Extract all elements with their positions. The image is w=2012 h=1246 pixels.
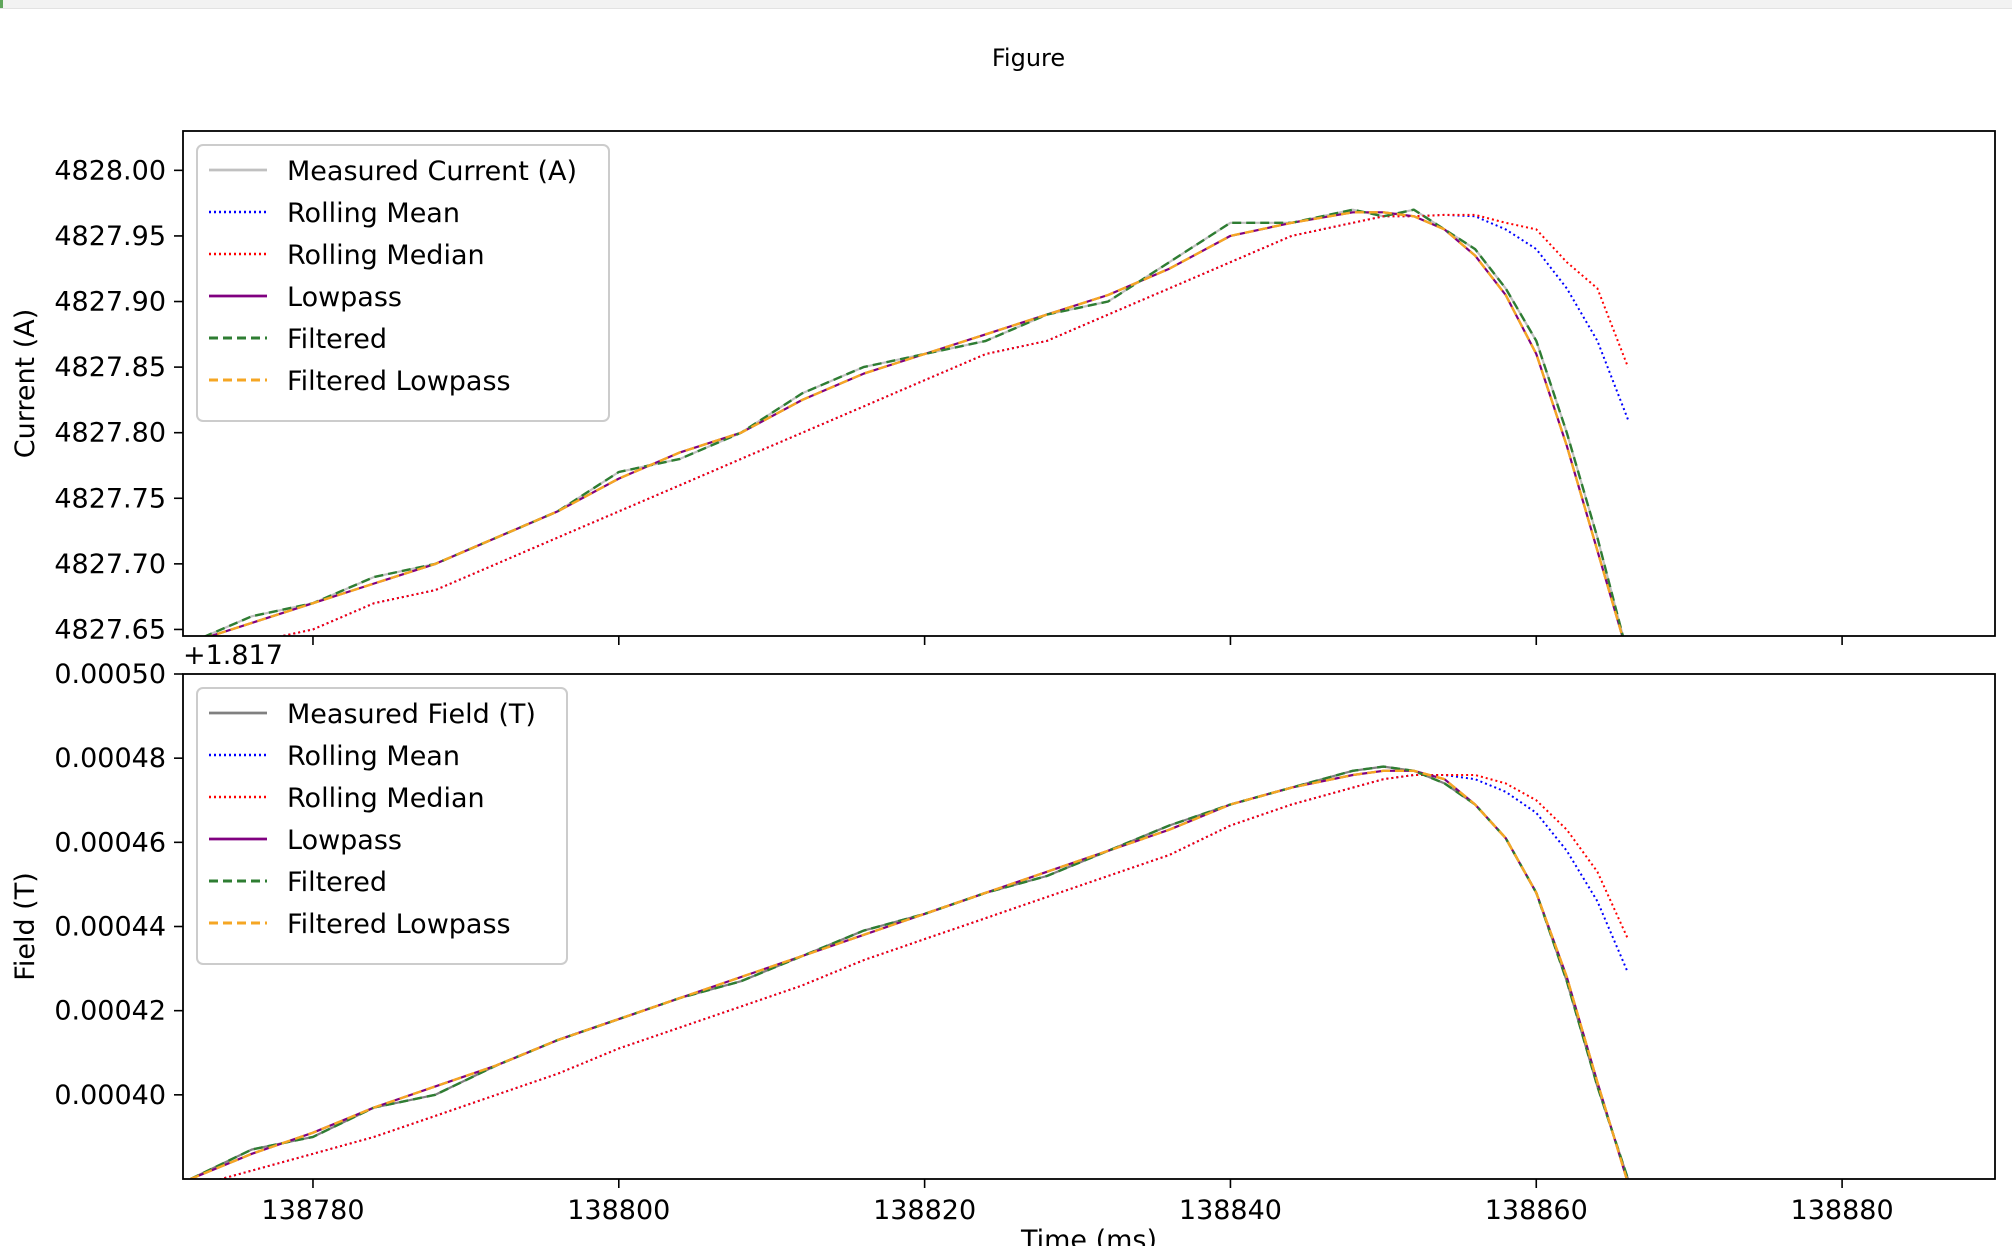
legend-box: [196, 687, 568, 965]
x-tick-label: 138780: [261, 1195, 364, 1226]
legend-label: Lowpass: [287, 282, 402, 313]
x-axis-label: Time (ms): [1020, 1225, 1157, 1246]
x-tick-label: 138840: [1179, 1195, 1282, 1226]
legend-label: Filtered Lowpass: [287, 366, 511, 397]
y-tick-label: 0.00040: [54, 1080, 166, 1111]
chart-panel-1: 4827.65 4827.70 4827.75 4827.80 4827.85 4827.…: [10, 130, 1996, 645]
series-line-filtered-lowpass: [190, 769, 1628, 1179]
legend-label: Lowpass: [287, 825, 402, 856]
legend-label: Rolling Mean: [287, 198, 460, 229]
x-tick-label: 138820: [873, 1195, 976, 1226]
legend-label: Rolling Mean: [287, 741, 460, 772]
chart-panel-2: 138780 138800 138820 138840 138860 138880 0.00…: [10, 640, 1996, 1246]
legend-label: Filtered: [287, 867, 387, 898]
window-toolbar-strip: [0, 0, 2012, 9]
y-tick-label: 0.00048: [54, 743, 166, 774]
axes-frame: [182, 673, 1996, 1180]
y-tick-label: 4827.80: [54, 418, 166, 449]
series-group: [202, 208, 1629, 636]
legend-label: Rolling Median: [287, 783, 485, 814]
legend-label: Filtered Lowpass: [287, 909, 511, 940]
series-line-filtered-lowpass: [207, 211, 1624, 636]
y-tick-label: 4827.85: [54, 352, 166, 383]
y-tick-label: 4828.00: [54, 155, 166, 186]
y-axis-label: Field (T): [10, 872, 41, 980]
y-offset-label: +1.817: [183, 640, 283, 671]
y-tick-label: 4827.70: [54, 549, 166, 580]
y-tick-label: 0.00050: [54, 659, 166, 690]
y-tick-label: 4827.95: [54, 221, 166, 252]
y-tick-label: 0.00044: [54, 912, 166, 943]
legend: Measured Current (A) Rolling Mean Rolling …: [196, 144, 610, 422]
series-line-rolling-mean: [217, 774, 1629, 1179]
toolbar-accent: [0, 0, 3, 8]
series-group: [190, 765, 1630, 1179]
legend-label: Measured Field (T): [287, 699, 536, 730]
x-tick-label: 138880: [1791, 1195, 1894, 1226]
series-line-rolling-median: [277, 213, 1629, 636]
legend: Measured Field (T) Rolling Mean Rolling Me…: [196, 687, 568, 965]
axes-frame: [182, 130, 1996, 637]
x-tick-label: 138800: [567, 1195, 670, 1226]
series-line-filtered: [190, 765, 1630, 1179]
legend-label: Measured Current (A): [287, 156, 577, 187]
y-tick-label: 4827.90: [54, 287, 166, 318]
x-tick-label: 138860: [1485, 1195, 1588, 1226]
y-tick-label: 4827.75: [54, 483, 166, 514]
legend-label: Rolling Median: [287, 240, 485, 271]
y-axis-label: Current (A): [10, 309, 41, 459]
legend-box: [196, 144, 610, 422]
y-tick-label: 0.00042: [54, 996, 166, 1027]
legend-label: Filtered: [287, 324, 387, 355]
figure-title: Figure: [991, 44, 1066, 72]
y-tick-label: 0.00046: [54, 827, 166, 858]
y-tick-label: 4827.65: [54, 614, 166, 645]
